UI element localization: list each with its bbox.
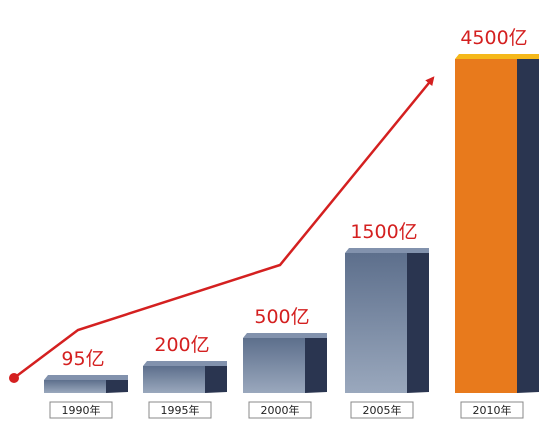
bar-front-face xyxy=(44,380,106,393)
value-label-1995年: 200亿 xyxy=(154,334,209,356)
year-box xyxy=(460,401,524,419)
bar-front-face xyxy=(455,59,517,393)
year-label-2000年: 2000年 xyxy=(261,403,300,417)
bar-side-face xyxy=(517,54,539,393)
bar-side-face xyxy=(205,361,227,393)
year-label-2010年: 2010年 xyxy=(473,403,512,417)
year-box xyxy=(248,401,312,419)
bar-front-face xyxy=(345,253,407,393)
bar-top-face xyxy=(455,54,539,59)
year-box xyxy=(49,401,113,419)
trend-start-dot xyxy=(9,373,19,383)
bar-side-face xyxy=(407,248,429,393)
bar-1995年 xyxy=(143,361,227,393)
trend-arrow xyxy=(9,76,435,383)
year-label-1995年: 1995年 xyxy=(161,403,200,417)
bar-side-face xyxy=(305,333,327,393)
value-label-2010年: 4500亿 xyxy=(460,27,527,49)
bar-front-face xyxy=(243,338,305,393)
bar-top-face xyxy=(143,361,227,366)
year-labels-group: 1990年 1995年 2000年 2005年 2010年 xyxy=(49,401,524,419)
bar-front-face xyxy=(143,366,205,393)
value-labels-group: 95亿 200亿 500亿 1500亿 4500亿 xyxy=(61,27,527,370)
year-box xyxy=(148,401,212,419)
bar-1990年 xyxy=(44,375,128,393)
bar-2010年 xyxy=(455,54,539,393)
trend-line xyxy=(13,76,435,379)
bar-2005年 xyxy=(345,248,429,393)
bar-top-face xyxy=(243,333,327,338)
value-label-1990年: 95亿 xyxy=(61,348,104,370)
bar-2000年 xyxy=(243,333,327,393)
year-label-1990年: 1990年 xyxy=(62,403,101,417)
bar-top-face xyxy=(345,248,429,253)
year-label-2005年: 2005年 xyxy=(363,403,402,417)
bar-top-face xyxy=(44,375,128,380)
value-label-2000年: 500亿 xyxy=(254,306,309,328)
value-label-2005年: 1500亿 xyxy=(350,221,417,243)
bars-group xyxy=(44,54,539,393)
year-box xyxy=(350,401,414,419)
